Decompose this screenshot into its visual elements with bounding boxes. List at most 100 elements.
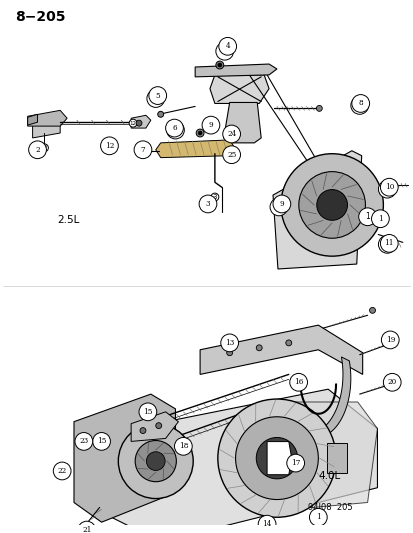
Circle shape (40, 144, 48, 152)
Text: 4.0L: 4.0L (318, 471, 340, 481)
Circle shape (139, 403, 157, 421)
Circle shape (129, 119, 137, 127)
Polygon shape (239, 402, 377, 512)
Text: 7: 7 (140, 146, 145, 154)
Text: 12: 12 (104, 142, 114, 150)
Circle shape (217, 63, 221, 67)
Circle shape (289, 374, 307, 391)
Circle shape (78, 521, 95, 533)
Circle shape (316, 106, 321, 111)
Text: 1: 1 (377, 215, 382, 223)
Text: 8: 8 (358, 100, 362, 108)
Circle shape (280, 154, 382, 256)
Circle shape (286, 454, 304, 472)
Circle shape (135, 440, 176, 482)
Text: 20: 20 (387, 378, 396, 386)
Circle shape (136, 120, 142, 126)
Circle shape (146, 452, 165, 471)
Text: 24: 24 (224, 133, 230, 139)
Polygon shape (28, 110, 67, 126)
Circle shape (358, 208, 375, 225)
Circle shape (222, 146, 240, 164)
Text: 19: 19 (385, 336, 394, 344)
Circle shape (75, 433, 93, 450)
Text: 10: 10 (382, 186, 391, 192)
Text: 4: 4 (222, 47, 227, 56)
Circle shape (100, 137, 118, 155)
Circle shape (93, 433, 110, 450)
Text: 9: 9 (279, 200, 283, 208)
Circle shape (235, 417, 318, 499)
Circle shape (316, 190, 347, 220)
Text: 17: 17 (290, 459, 300, 467)
Text: 7: 7 (143, 148, 148, 154)
Text: 3: 3 (205, 200, 210, 208)
Circle shape (199, 195, 216, 213)
Text: 11: 11 (384, 239, 393, 247)
Circle shape (118, 424, 193, 498)
Text: 22: 22 (57, 467, 66, 475)
Circle shape (391, 337, 397, 343)
Text: 25: 25 (224, 153, 230, 158)
Text: 16: 16 (293, 378, 303, 386)
Circle shape (369, 308, 375, 313)
Text: 2.5L: 2.5L (57, 215, 79, 225)
Text: 8−205: 8−205 (15, 10, 65, 24)
Polygon shape (28, 114, 38, 125)
Circle shape (226, 350, 232, 356)
Circle shape (174, 438, 192, 455)
Text: 10: 10 (384, 183, 393, 191)
Text: 12: 12 (129, 120, 136, 126)
Polygon shape (199, 325, 362, 374)
Text: 21: 21 (82, 526, 91, 533)
Circle shape (377, 236, 395, 253)
Polygon shape (223, 102, 261, 143)
Circle shape (53, 462, 71, 480)
Circle shape (140, 427, 145, 433)
Circle shape (272, 195, 290, 213)
Polygon shape (82, 389, 377, 533)
Text: 15: 15 (143, 408, 152, 416)
Text: 1: 1 (364, 212, 369, 221)
Text: 4: 4 (225, 42, 230, 50)
Polygon shape (272, 151, 361, 269)
Circle shape (165, 119, 183, 137)
Polygon shape (131, 412, 178, 441)
Circle shape (298, 172, 365, 238)
Polygon shape (155, 140, 234, 158)
Text: 2: 2 (35, 146, 40, 154)
Text: 9: 9 (276, 203, 281, 212)
Circle shape (222, 125, 240, 143)
Text: 25: 25 (226, 151, 236, 159)
Circle shape (350, 96, 368, 114)
Text: 94J08  205: 94J08 205 (308, 503, 352, 512)
Circle shape (134, 141, 152, 159)
Circle shape (196, 129, 204, 137)
Polygon shape (74, 394, 175, 522)
Circle shape (218, 37, 236, 55)
Circle shape (220, 334, 238, 352)
Circle shape (215, 61, 223, 69)
Circle shape (142, 147, 150, 155)
Circle shape (285, 340, 291, 346)
Circle shape (258, 515, 275, 533)
Text: 3: 3 (212, 194, 216, 200)
Circle shape (351, 94, 369, 112)
Circle shape (256, 345, 261, 351)
Circle shape (157, 111, 163, 117)
Text: 2: 2 (42, 145, 47, 151)
Text: 15: 15 (97, 438, 106, 446)
Circle shape (377, 180, 395, 198)
Circle shape (370, 210, 388, 228)
Text: 8: 8 (356, 101, 361, 110)
Polygon shape (131, 115, 150, 128)
Text: 5: 5 (153, 94, 158, 103)
Circle shape (202, 116, 219, 134)
Text: 6: 6 (173, 126, 178, 134)
Circle shape (380, 235, 397, 252)
Circle shape (223, 152, 231, 159)
Circle shape (198, 131, 202, 135)
Text: 18: 18 (178, 442, 188, 450)
Text: 24: 24 (226, 130, 236, 138)
Text: 9: 9 (209, 125, 214, 131)
